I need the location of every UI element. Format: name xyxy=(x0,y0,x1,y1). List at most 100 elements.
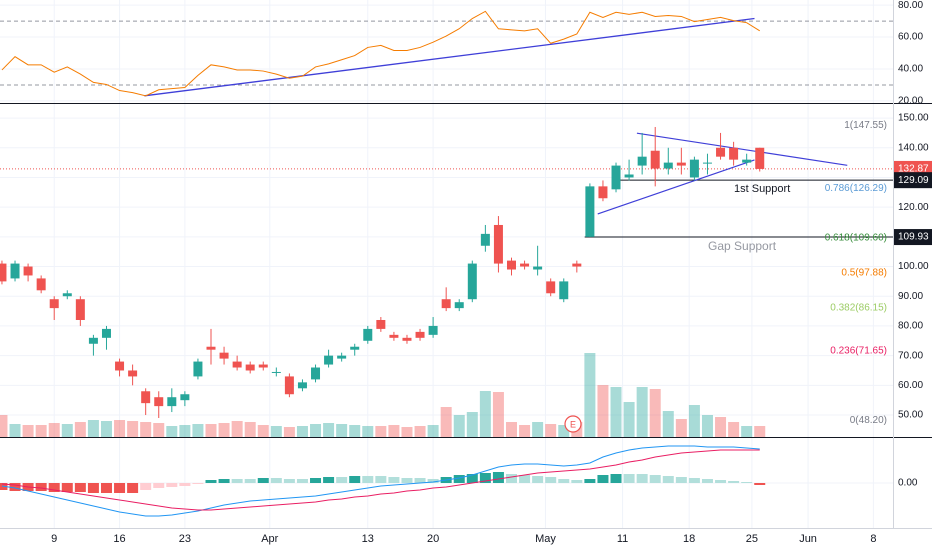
macd-histogram-bar xyxy=(336,477,348,483)
macd-histogram-bar xyxy=(610,474,622,483)
macd-histogram-bar xyxy=(466,474,478,483)
volume-bar xyxy=(453,415,465,437)
candle-body xyxy=(258,364,268,368)
volume-bar xyxy=(505,422,517,437)
price-label-box xyxy=(894,229,932,246)
candle-body xyxy=(271,371,281,373)
volume-bar xyxy=(492,392,504,437)
macd-histogram-bar xyxy=(283,479,295,483)
volume-bar xyxy=(741,426,753,437)
macd-histogram-bar xyxy=(532,476,544,483)
x-tick-label: 8 xyxy=(870,533,876,545)
candle-body xyxy=(10,263,20,279)
volume-bar xyxy=(754,426,766,437)
volume-bar xyxy=(362,426,374,437)
candle-body xyxy=(101,328,111,338)
volume-bar xyxy=(205,424,217,437)
volume-bar xyxy=(649,389,661,437)
macd-histogram-bar xyxy=(623,474,635,483)
y-tick-label: 80.00 xyxy=(898,321,923,332)
fib-label: 0.618(109.60) xyxy=(825,233,887,244)
fib-label: 0.5(97.88) xyxy=(841,267,887,278)
candle-body xyxy=(689,159,699,178)
candle-body xyxy=(637,156,647,166)
volume-bar xyxy=(675,419,687,437)
macd-histogram-bar xyxy=(218,479,230,483)
y-tick-label: 0.00 xyxy=(898,478,918,489)
candle-body xyxy=(245,364,255,371)
price-label: 132.87 xyxy=(898,164,929,175)
candle-body xyxy=(376,319,386,329)
candle-body xyxy=(284,376,294,395)
candle-body xyxy=(467,263,477,300)
macd-histogram-bar xyxy=(114,483,126,493)
volume-bar xyxy=(74,422,86,437)
earnings-marker[interactable] xyxy=(564,415,582,433)
fib-label: 0.236(71.65) xyxy=(830,345,887,356)
y-tick-label: 150.00 xyxy=(898,113,929,124)
macd-histogram-bar xyxy=(323,477,335,483)
volume-bar xyxy=(636,387,648,437)
x-tick-label: 23 xyxy=(179,533,191,545)
volume-bar xyxy=(401,427,413,437)
candle-body xyxy=(415,331,425,338)
macd-histogram-bar xyxy=(375,476,387,483)
macd-histogram-bar xyxy=(636,474,648,483)
macd-histogram-bar xyxy=(453,475,465,483)
macd-histogram-bar xyxy=(270,478,282,483)
candle-body xyxy=(402,337,412,341)
volume-bar xyxy=(701,415,713,437)
y-tick-label: 40.00 xyxy=(898,64,923,75)
volume-bar xyxy=(192,424,204,437)
y-tick-label: 120.00 xyxy=(898,202,929,213)
candle-body xyxy=(141,391,151,404)
macd-histogram-bar xyxy=(741,482,753,483)
x-tick-label: 9 xyxy=(51,533,57,545)
macd-histogram-bar xyxy=(231,479,243,483)
candle-body xyxy=(559,281,569,300)
y-tick-label: 70.00 xyxy=(898,350,923,361)
macd-histogram-bar xyxy=(179,483,191,486)
candle-body xyxy=(88,337,98,344)
candle-body xyxy=(180,394,190,401)
y-tick-label: 90.00 xyxy=(898,291,923,302)
candle-body xyxy=(36,278,46,291)
volume-bar xyxy=(662,411,674,437)
macd-histogram-bar xyxy=(571,480,583,483)
macd-histogram-bar xyxy=(166,483,178,487)
trendline xyxy=(597,159,755,215)
trendline xyxy=(144,17,755,97)
candle-body xyxy=(337,355,347,359)
rsi-line xyxy=(1,10,761,97)
volume-bar xyxy=(715,417,727,437)
annotation: 1st Support xyxy=(734,183,790,195)
candle-body xyxy=(232,361,242,368)
volume-bar xyxy=(584,353,596,437)
fib-label: 0.382(86.15) xyxy=(830,302,887,313)
candle-body xyxy=(167,397,177,407)
volume-bar xyxy=(153,423,165,437)
volume-bar xyxy=(283,427,295,437)
x-tick-label: 13 xyxy=(362,533,374,545)
macd-histogram-bar xyxy=(584,479,596,483)
candle-body xyxy=(520,263,530,267)
macd-histogram-bar xyxy=(310,478,322,483)
volume-bar xyxy=(388,425,400,437)
volume-bar xyxy=(231,421,243,437)
candle-body xyxy=(454,302,464,309)
candle-body xyxy=(742,159,752,163)
candle-body xyxy=(297,382,307,389)
candle-body xyxy=(324,355,334,365)
candle-body xyxy=(624,174,634,178)
volume-bar xyxy=(519,425,531,437)
macd-histogram-bar xyxy=(388,477,400,483)
annotation: Gap Support xyxy=(708,239,777,253)
volume-bar xyxy=(218,423,230,437)
candle-body xyxy=(650,150,660,169)
candle-body xyxy=(533,266,543,270)
trendline xyxy=(636,132,848,166)
volume-bar xyxy=(597,385,609,437)
volume-bar xyxy=(336,424,348,437)
macd-histogram-bar xyxy=(61,483,73,492)
